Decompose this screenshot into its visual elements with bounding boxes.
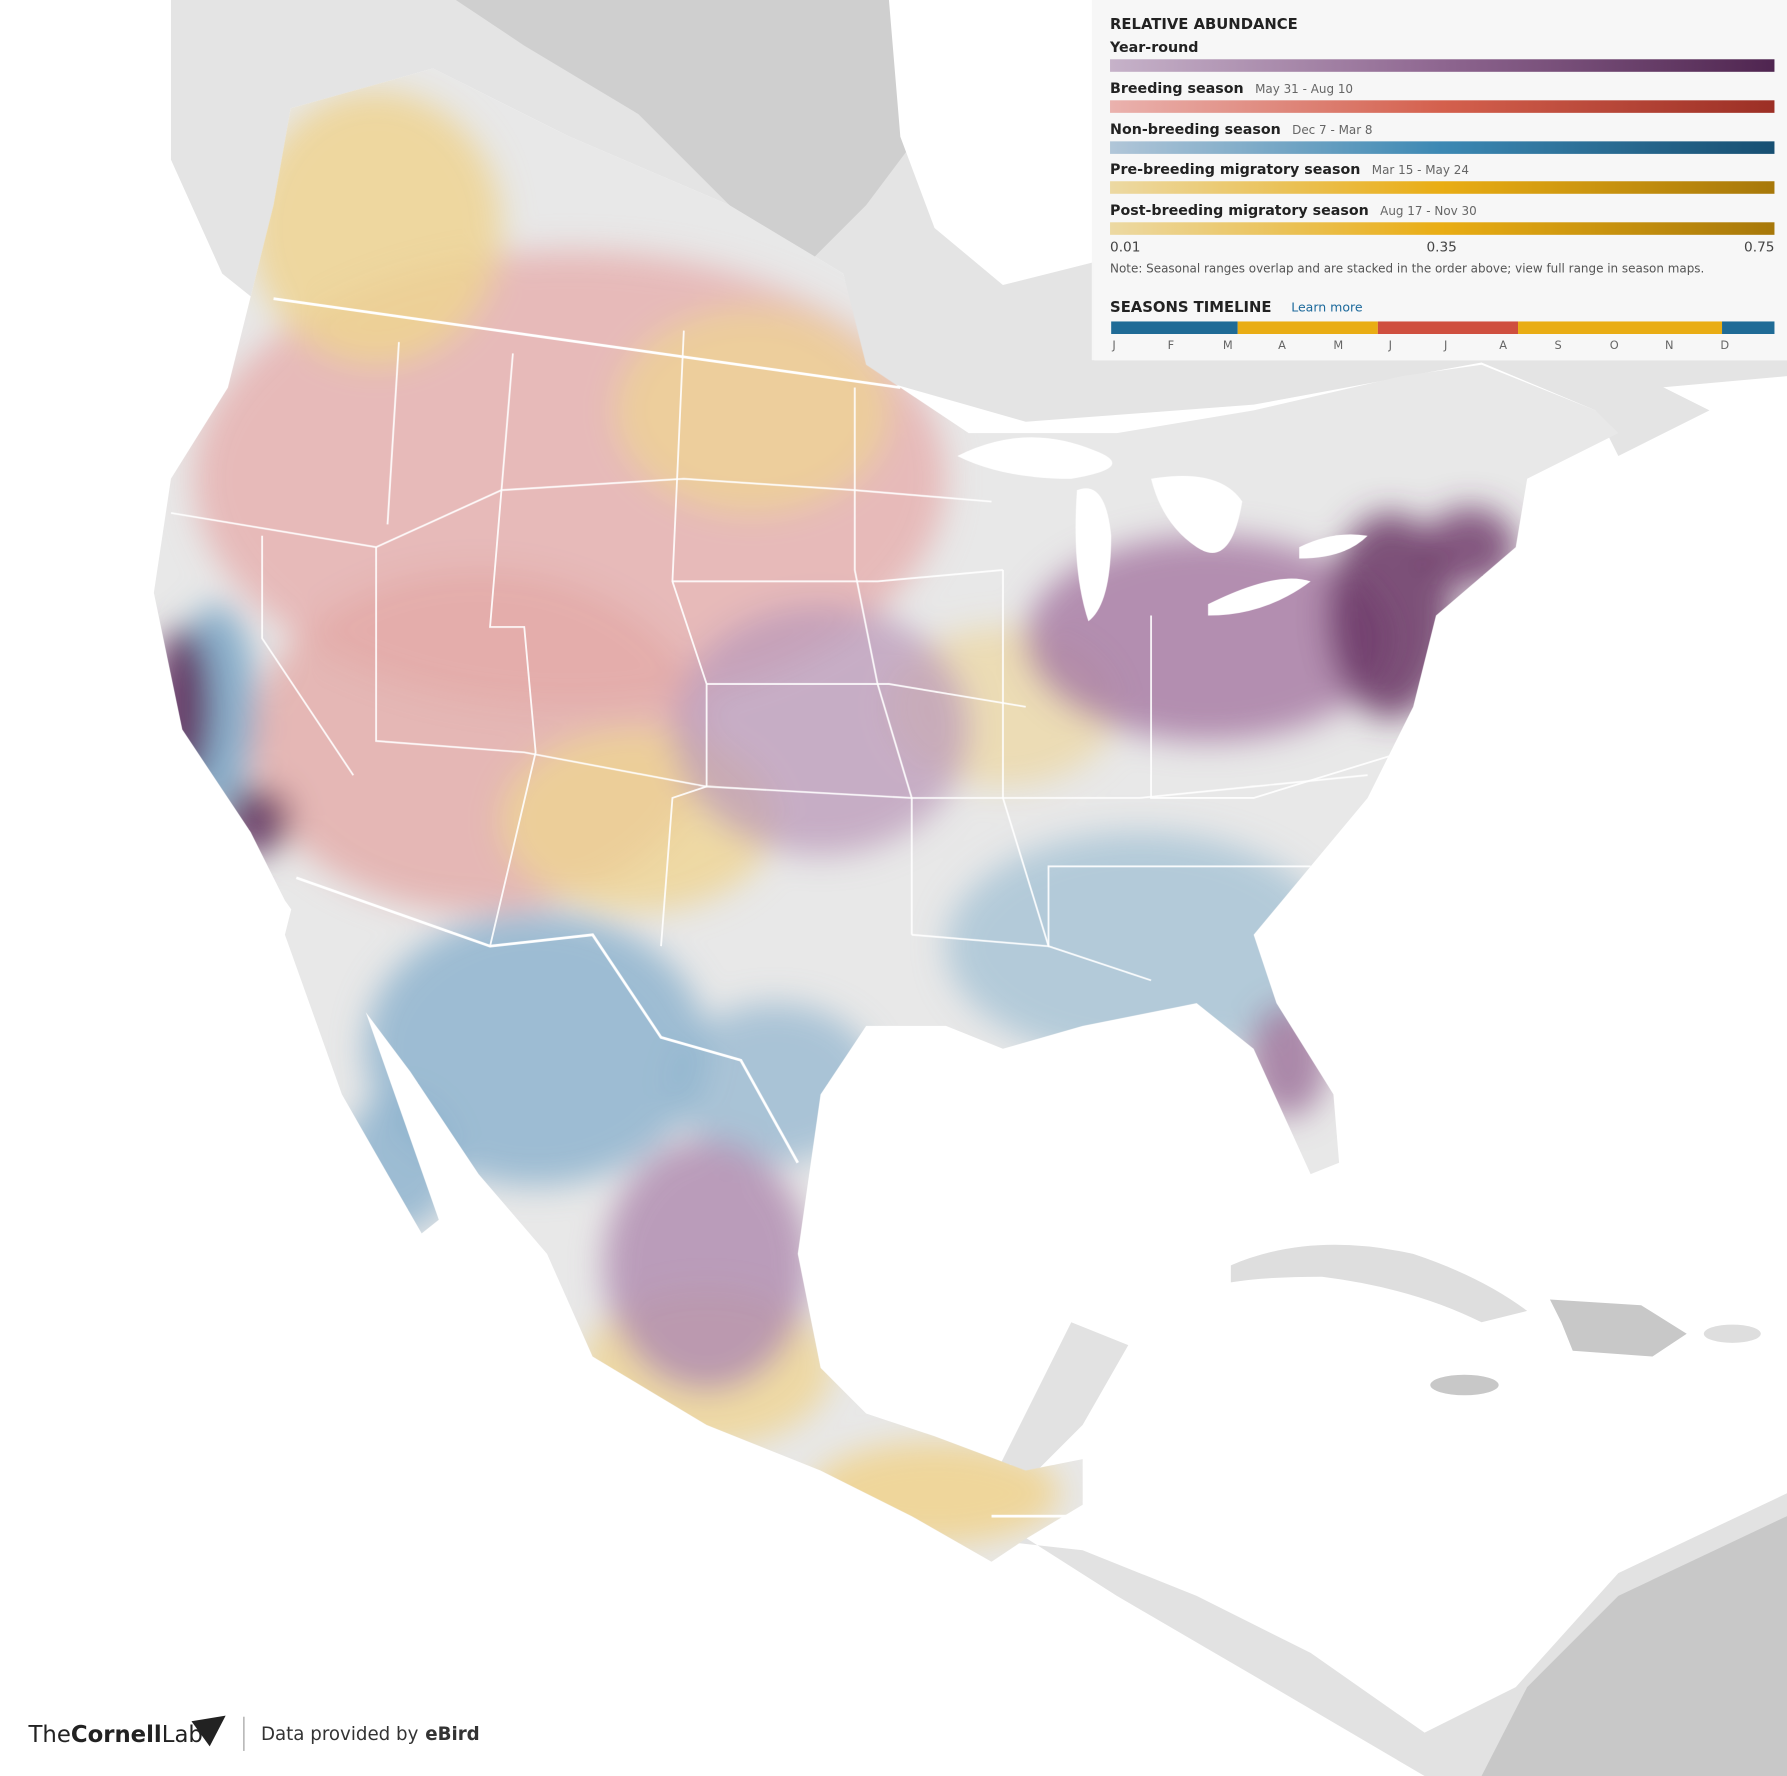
season-name: Pre-breeding migratory season: [1110, 162, 1360, 178]
month-label: M: [1333, 338, 1343, 352]
east-canada: [1481, 362, 1710, 456]
season-dates: Dec 7 - Mar 8: [1292, 122, 1372, 136]
season-dates: Mar 15 - May 24: [1372, 162, 1469, 176]
basemap: [170, 0, 1787, 1776]
legend-note: Note: Seasonal ranges overlap and are st…: [1110, 262, 1704, 276]
month-label: A: [1499, 338, 1507, 352]
footer: TheCornellLab Data provided by eBird: [27, 1715, 480, 1751]
timeline-bar: [1111, 321, 1775, 334]
season-label: Non-breeding season Dec 7 - Mar 8: [1110, 122, 1372, 138]
learn-more-link[interactable]: Learn more: [1291, 299, 1363, 314]
logo-bold: Cornell: [71, 1721, 162, 1747]
timeline-breeding: [1377, 321, 1519, 334]
season-ramp: [1110, 141, 1775, 154]
abundance-yearround: [153, 626, 211, 787]
abundance-nonbreeding: [945, 832, 1334, 1061]
cuba: [1230, 1244, 1528, 1323]
legend-title: RELATIVE ABUNDANCE: [1110, 16, 1298, 33]
month-label: S: [1555, 338, 1562, 352]
month-label: A: [1278, 338, 1286, 352]
hudson-bay: [888, 0, 1095, 285]
abundance-yearround: [1327, 512, 1454, 719]
abundance-premigration: [615, 307, 889, 513]
timeline-nonbreeding: [1111, 321, 1238, 334]
abundance-yearround: [222, 786, 291, 855]
abundance-nonbreeding: [672, 1003, 878, 1163]
jamaica: [1430, 1374, 1499, 1396]
abundance-nonbreeding: [341, 1094, 456, 1232]
season-ramp: [1110, 59, 1775, 72]
credit: Data provided by eBird: [261, 1724, 480, 1745]
month-label: J: [1388, 338, 1392, 352]
season-ramp: [1110, 100, 1775, 113]
legend-panel: RELATIVE ABUNDANCE Note: Seasonal ranges…: [1091, 0, 1787, 361]
season-dates: Aug 17 - Nov 30: [1380, 203, 1477, 217]
season-name: Year-round: [1109, 40, 1198, 56]
scale-label: 0.01: [1110, 239, 1140, 255]
season-name: Breeding season: [1110, 81, 1244, 97]
scale-label: 0.35: [1426, 239, 1456, 255]
cornell-logo: TheCornellLab: [27, 1721, 202, 1747]
abundance-nonbreeding: [364, 911, 707, 1186]
great-lakes: [957, 437, 1368, 622]
month-label: J: [1443, 338, 1447, 352]
season-name: Post-breeding migratory season: [1110, 203, 1369, 219]
puerto-rico: [1703, 1324, 1761, 1343]
season-label: Pre-breeding migratory season Mar 15 - Ma…: [1110, 162, 1469, 178]
credit-ebird: eBird: [425, 1724, 480, 1745]
abundance-blobs: [153, 91, 1516, 1545]
season-ramp: [1110, 222, 1775, 235]
abundance-yearround: [672, 604, 969, 855]
season-ramp: [1110, 181, 1775, 194]
month-label: D: [1720, 338, 1729, 352]
boundaries: [170, 297, 1403, 1518]
month-label: F: [1168, 338, 1175, 352]
timeline-nonbreeding: [1722, 321, 1775, 334]
south-america: [1481, 1516, 1787, 1776]
month-label: M: [1223, 338, 1233, 352]
month-label: O: [1610, 338, 1619, 352]
season-name: Non-breeding season: [1110, 122, 1281, 138]
month-label: N: [1665, 338, 1674, 352]
abundance-yearround: [604, 1139, 810, 1391]
timeline-postbreeding: [1518, 321, 1723, 334]
abundance-yearround: [1247, 1003, 1328, 1118]
season-dates: May 31 - Aug 10: [1255, 81, 1353, 95]
month-label: J: [1111, 338, 1115, 352]
logo-bird: [191, 1715, 226, 1747]
abundance-layer: [153, 68, 1619, 1562]
season-label: Post-breeding migratory season Aug 17 - N…: [1110, 203, 1477, 219]
abundance-yearround: [1424, 507, 1516, 588]
scale-label: 0.75: [1744, 239, 1774, 255]
credit-text: Data provided by: [261, 1724, 419, 1745]
timeline-title: SEASONS TIMELINE: [1110, 299, 1271, 316]
hispaniola: [1549, 1299, 1687, 1357]
logo-prefix: The: [27, 1721, 70, 1747]
timeline-prebreeding: [1237, 321, 1378, 334]
season-label: Breeding season May 31 - Aug 10: [1110, 81, 1353, 97]
season-label: Year-round: [1109, 40, 1198, 56]
abundance-premigration: [250, 91, 502, 365]
